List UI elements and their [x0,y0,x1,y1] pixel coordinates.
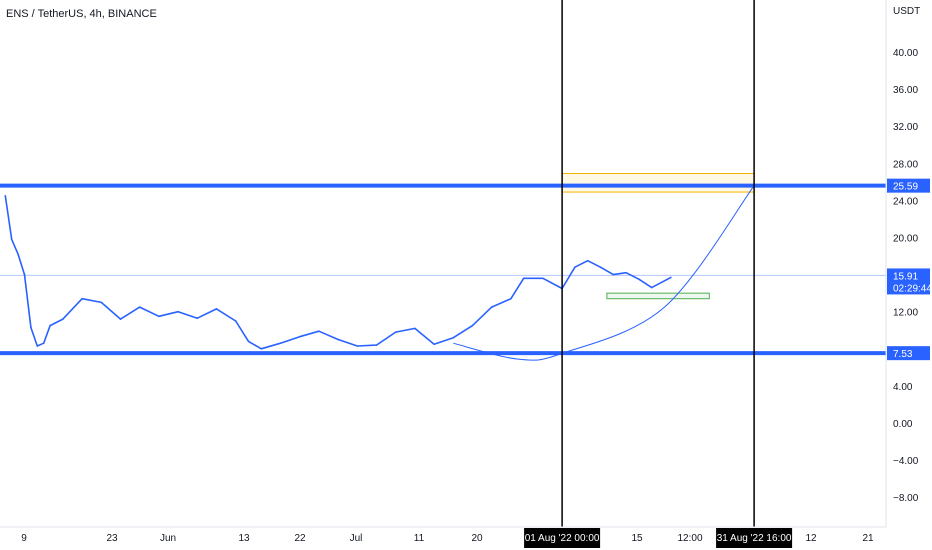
price-point [17,253,19,255]
last-price-badge[interactable] [887,268,930,295]
time-tick-label: 12 [805,533,817,544]
price-point [490,306,493,308]
price-point [100,301,103,304]
countdown-text: 02:29:44 [893,283,932,294]
price-point [10,238,13,241]
support-price-badge-text: 7.53 [893,349,913,360]
chart-title: ENS / TetherUS, 4h, BINANCE [6,8,157,20]
price-point [510,297,512,300]
projection-curve[interactable] [453,185,755,361]
price-tick-label: −8.00 [893,493,919,504]
time-tick-label: 23 [106,533,118,544]
price-tick-label: 4.00 [893,382,913,393]
price-point [119,318,122,320]
price-point [542,277,544,280]
price-point [30,326,32,329]
price-point [612,273,615,276]
price-point [62,318,64,320]
price-point [650,286,653,289]
time-marker-text: 31 Aug '22 16:00 [717,533,792,544]
time-marker-text: 01 Aug '22 00:00 [525,533,600,544]
time-tick-label: 15 [631,533,643,544]
price-tick-label: −4.00 [893,456,919,467]
price-point [23,273,26,276]
time-tick-label: 20 [471,533,483,544]
resistance-price-badge-text: 25.59 [893,182,918,193]
price-point [638,278,640,281]
price-point [4,194,7,197]
last-price-badge-text: 15.91 [893,271,918,282]
time-tick-label: 21 [862,533,874,544]
time-tick-label: Jun [160,533,176,544]
price-point [260,348,263,350]
price-series-line [4,195,672,350]
price-point [81,297,83,300]
price-point [375,344,378,346]
price-point [49,324,51,327]
price-point [471,324,474,327]
currency-label: USDT [893,6,920,17]
price-point [356,345,359,347]
resistance-price-badge[interactable] [887,178,930,193]
price-tick-label: 36.00 [893,85,918,96]
price-point [177,310,179,313]
price-tick-label: 12.00 [893,308,918,319]
price-tick-label: 20.00 [893,234,918,245]
price-point [670,276,672,279]
price-tick-label: 24.00 [893,196,918,207]
time-tick-label: 13 [238,533,250,544]
time-tick-label: Jul [350,533,363,544]
price-point [279,342,282,345]
price-point [414,327,416,330]
price-point [234,320,237,322]
time-tick-label: 11 [414,533,425,544]
price-point [196,317,199,319]
support-price-badge[interactable] [887,346,930,361]
price-tick-label: 40.00 [893,48,918,59]
price-point [599,266,602,268]
price-point [586,259,589,262]
price-tick-label: 32.00 [893,122,918,133]
price-point [158,315,160,318]
price-point [215,308,218,310]
price-point [394,331,397,333]
target-zone-rectangle[interactable] [561,173,755,193]
price-point [138,306,141,308]
time-marker-badge[interactable] [524,528,601,548]
price-point [625,271,627,274]
price-point [318,330,320,332]
price-point [298,335,301,338]
time-tick-label: 12:00 [677,533,702,544]
time-tick-label: 22 [294,533,306,544]
support-zone-rectangle[interactable] [606,292,710,300]
price-point [522,277,525,280]
price-point [452,336,455,339]
price-point [36,345,39,347]
price-point [574,266,576,268]
price-point [42,342,45,345]
time-tick-label: 9 [21,533,27,544]
time-scale[interactable] [0,527,932,550]
price-point [247,340,250,343]
price-tick-label: 0.00 [893,419,913,430]
price-point [433,343,435,345]
price-point [337,338,339,341]
time-marker-badge[interactable] [716,528,793,548]
price-tick-label: 28.00 [893,159,918,170]
